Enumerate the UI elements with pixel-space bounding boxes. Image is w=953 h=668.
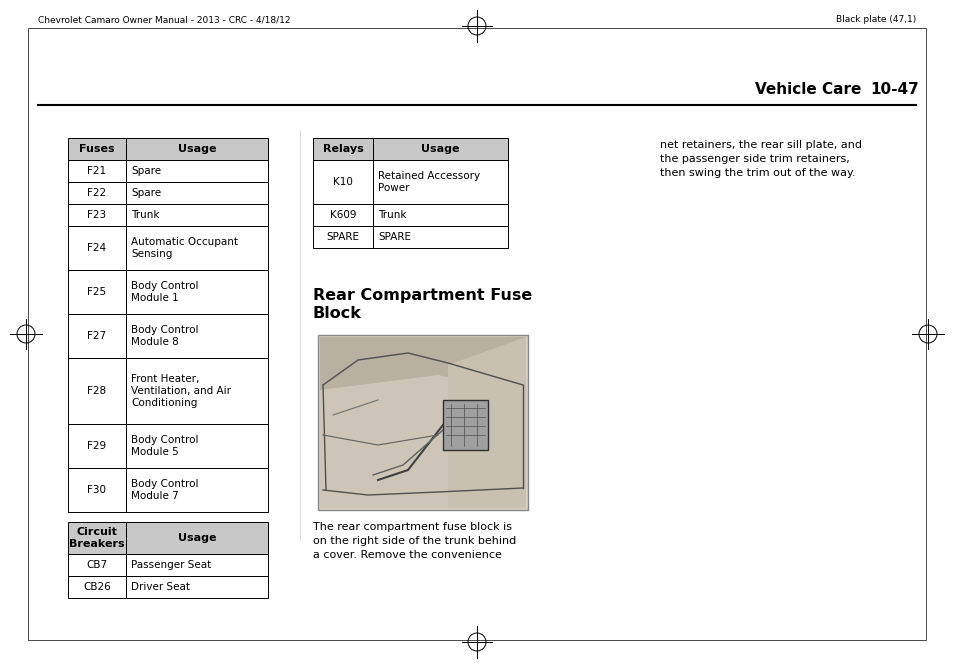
Text: Rear Compartment Fuse: Rear Compartment Fuse xyxy=(313,288,532,303)
Text: F25: F25 xyxy=(88,287,107,297)
Bar xyxy=(126,226,268,270)
Bar xyxy=(68,204,126,226)
Text: Passenger Seat: Passenger Seat xyxy=(131,560,211,570)
Text: the passenger side trim retainers,: the passenger side trim retainers, xyxy=(659,154,849,164)
Bar xyxy=(373,160,507,204)
Text: Spare: Spare xyxy=(131,166,161,176)
Text: CB7: CB7 xyxy=(87,560,108,570)
Text: SPARE: SPARE xyxy=(326,232,359,242)
Text: 10-47: 10-47 xyxy=(869,83,918,98)
Bar xyxy=(319,337,525,508)
Bar xyxy=(68,160,126,182)
Polygon shape xyxy=(448,337,525,508)
Bar xyxy=(126,314,268,358)
Text: Circuit
Breakers: Circuit Breakers xyxy=(70,527,125,549)
Text: Black plate (47,1): Black plate (47,1) xyxy=(835,15,915,25)
Bar xyxy=(68,424,126,468)
Text: The rear compartment fuse block is: The rear compartment fuse block is xyxy=(313,522,512,532)
Bar xyxy=(126,424,268,468)
Text: F30: F30 xyxy=(88,485,107,495)
Text: Driver Seat: Driver Seat xyxy=(131,582,190,592)
Bar xyxy=(313,160,373,204)
Text: Body Control
Module 8: Body Control Module 8 xyxy=(131,325,198,347)
Bar xyxy=(68,226,126,270)
Text: Vehicle Care: Vehicle Care xyxy=(754,83,861,98)
Bar xyxy=(317,335,527,510)
Bar xyxy=(68,314,126,358)
Bar xyxy=(126,468,268,512)
Bar xyxy=(68,138,126,160)
Text: Fuses: Fuses xyxy=(79,144,114,154)
Text: Trunk: Trunk xyxy=(377,210,406,220)
Bar xyxy=(68,468,126,512)
Text: Retained Accessory
Power: Retained Accessory Power xyxy=(377,171,479,193)
Text: Chevrolet Camaro Owner Manual - 2013 - CRC - 4/18/12: Chevrolet Camaro Owner Manual - 2013 - C… xyxy=(38,15,291,25)
Text: F21: F21 xyxy=(88,166,107,176)
Text: CB26: CB26 xyxy=(83,582,111,592)
Bar xyxy=(126,204,268,226)
Bar xyxy=(126,358,268,424)
Text: Trunk: Trunk xyxy=(131,210,159,220)
Text: Automatic Occupant
Sensing: Automatic Occupant Sensing xyxy=(131,237,237,259)
Text: Block: Block xyxy=(313,306,361,321)
Bar xyxy=(68,522,126,554)
Text: F27: F27 xyxy=(88,331,107,341)
Text: Spare: Spare xyxy=(131,188,161,198)
Text: Body Control
Module 1: Body Control Module 1 xyxy=(131,281,198,303)
Bar xyxy=(126,160,268,182)
Text: then swing the trim out of the way.: then swing the trim out of the way. xyxy=(659,168,855,178)
Text: K10: K10 xyxy=(333,177,353,187)
Text: F22: F22 xyxy=(88,188,107,198)
Text: K609: K609 xyxy=(330,210,355,220)
Bar xyxy=(68,270,126,314)
Text: Front Heater,
Ventilation, and Air
Conditioning: Front Heater, Ventilation, and Air Condi… xyxy=(131,374,231,407)
Text: Usage: Usage xyxy=(421,144,459,154)
Bar xyxy=(373,226,507,248)
Text: Body Control
Module 5: Body Control Module 5 xyxy=(131,435,198,457)
Text: net retainers, the rear sill plate, and: net retainers, the rear sill plate, and xyxy=(659,140,862,150)
Text: Body Control
Module 7: Body Control Module 7 xyxy=(131,479,198,501)
Bar xyxy=(126,182,268,204)
Bar xyxy=(68,358,126,424)
Polygon shape xyxy=(319,337,525,395)
Bar xyxy=(68,554,126,576)
Bar xyxy=(68,182,126,204)
Bar xyxy=(313,204,373,226)
Bar xyxy=(126,576,268,598)
Text: Usage: Usage xyxy=(177,533,216,543)
Bar xyxy=(442,400,488,450)
Bar xyxy=(126,138,268,160)
Bar xyxy=(68,576,126,598)
Text: SPARE: SPARE xyxy=(377,232,411,242)
Bar xyxy=(313,226,373,248)
Text: on the right side of the trunk behind: on the right side of the trunk behind xyxy=(313,536,516,546)
Text: F24: F24 xyxy=(88,243,107,253)
Bar xyxy=(126,554,268,576)
Bar xyxy=(126,270,268,314)
Text: F29: F29 xyxy=(88,441,107,451)
Text: Relays: Relays xyxy=(322,144,363,154)
Bar xyxy=(126,522,268,554)
Text: a cover. Remove the convenience: a cover. Remove the convenience xyxy=(313,550,501,560)
Bar xyxy=(313,138,373,160)
Text: Usage: Usage xyxy=(177,144,216,154)
Text: F23: F23 xyxy=(88,210,107,220)
Bar xyxy=(373,204,507,226)
Bar xyxy=(373,138,507,160)
Text: F28: F28 xyxy=(88,386,107,396)
